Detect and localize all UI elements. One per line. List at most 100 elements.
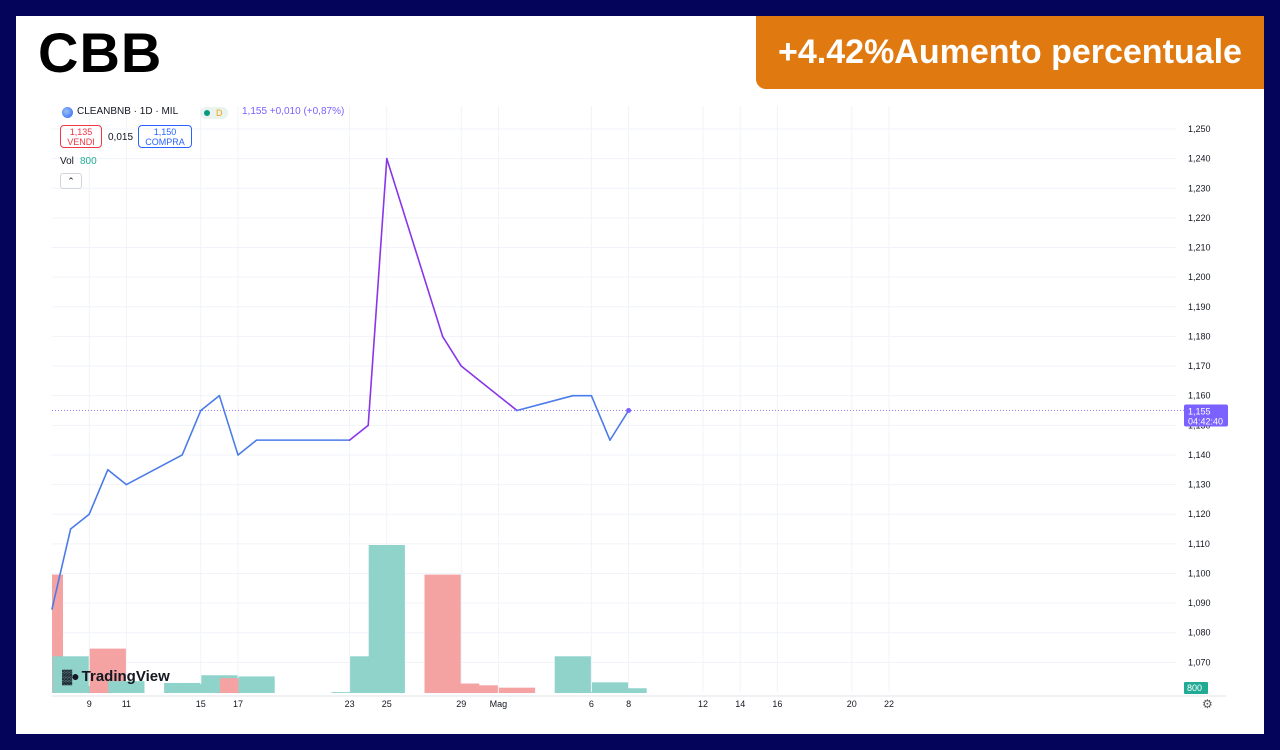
price-line-segment	[218, 394, 239, 456]
y-tick-label: 1,120	[1188, 509, 1211, 519]
price-line-segment	[609, 409, 630, 441]
y-tick-label: 1,090	[1188, 598, 1211, 608]
x-tick-label: 14	[735, 699, 745, 709]
delay-flag: D	[216, 108, 223, 118]
y-tick-label: 1,250	[1188, 124, 1211, 134]
y-tick-label: 1,230	[1188, 183, 1211, 193]
last-price-label: 1,155	[1188, 407, 1211, 417]
settings-gear-icon[interactable]: ⚙	[1202, 697, 1213, 711]
x-tick-label: 8	[626, 699, 631, 709]
market-status-pill[interactable]: D	[200, 107, 228, 119]
symbol-title[interactable]: CLEANBNB · 1D · MIL	[77, 106, 179, 117]
volume-bar	[498, 687, 536, 693]
volume-bar	[554, 656, 591, 693]
y-tick-label: 1,240	[1188, 154, 1211, 164]
volume-bar	[71, 685, 108, 693]
y-tick-label: 1,140	[1188, 450, 1211, 460]
percent-change-badge: +4.42%Aumento percentuale	[756, 16, 1264, 89]
sell-label: VENDI	[67, 137, 95, 147]
volume-bar	[443, 683, 480, 693]
x-tick-label: 16	[772, 699, 782, 709]
y-tick-label: 1,070	[1188, 657, 1211, 667]
tradingview-logo[interactable]: ▓● TradingView	[62, 668, 170, 685]
volume-bar	[610, 688, 647, 693]
x-tick-label: 22	[884, 699, 894, 709]
price-axis: 1,250 1,240 1,230 1,220 1,210 1,200 1,190 1,180…	[1188, 124, 1211, 667]
x-tick-label: 11	[122, 699, 131, 709]
price-line-segment	[200, 394, 221, 412]
price-line-segment	[590, 394, 611, 441]
price-line-segment	[478, 380, 518, 412]
collapse-legend-button[interactable]: ⌃	[60, 173, 82, 189]
price-change-info: 1,155 +0,010 (+0,87%)	[242, 106, 345, 117]
x-tick-label: 6	[589, 699, 594, 709]
buy-button[interactable]: 1,150 COMPRA	[138, 125, 192, 148]
volume-bar	[591, 682, 629, 693]
price-chart[interactable]: 1,250 1,240 1,230 1,220 1,210 1,200 1,190 1,180…	[16, 16, 1264, 734]
sell-price: 1,135	[69, 127, 93, 137]
volume-bar	[164, 682, 201, 693]
price-line-segment	[237, 439, 258, 456]
ticker-title: CBB	[38, 21, 163, 84]
price-line-segment	[181, 409, 202, 456]
y-tick-label: 1,190	[1188, 302, 1211, 312]
volume-bar	[331, 692, 368, 693]
x-tick-label: 20	[847, 699, 857, 709]
y-tick-label: 1,080	[1188, 628, 1211, 638]
x-tick-label: 23	[345, 699, 355, 709]
y-tick-label: 1,110	[1188, 539, 1210, 549]
price-line-segment	[107, 468, 128, 486]
volume-bars	[52, 545, 647, 693]
y-tick-label: 1,210	[1188, 243, 1211, 253]
price-line-segment	[460, 365, 481, 382]
volume-bar	[368, 545, 405, 693]
last-price-label-bg	[1184, 404, 1228, 427]
price-line-segment	[516, 394, 574, 412]
volume-bar	[182, 684, 219, 693]
volume-label-bg	[1184, 682, 1208, 694]
card: CBB +4.42%Aumento percentuale 1,250 1,240…	[16, 16, 1264, 734]
y-tick-label: 1,100	[1188, 568, 1211, 578]
volume-bar	[573, 692, 610, 693]
sell-button[interactable]: 1,135 VENDI	[60, 125, 102, 148]
volume-bar	[461, 685, 498, 693]
market-open-dot-icon	[204, 110, 210, 116]
time-axis: 9 11 15 17 23 25 29 Mag 6 8 12 14 16 20 22	[52, 695, 1226, 709]
y-tick-label: 1,200	[1188, 272, 1211, 282]
tradingview-wordmark: TradingView	[81, 668, 170, 685]
x-tick-label: 17	[233, 699, 243, 709]
price-line	[51, 157, 632, 610]
buy-label: COMPRA	[145, 137, 185, 147]
x-tick-label: 12	[698, 699, 708, 709]
price-line-segment	[367, 157, 388, 427]
y-tick-label: 1,220	[1188, 213, 1211, 223]
spread-value: 0,015	[108, 132, 134, 143]
x-tick-label: 25	[382, 699, 392, 709]
price-line-segment	[441, 335, 463, 367]
x-tick-label: 15	[196, 699, 206, 709]
tradingview-mark-icon: ▓●	[62, 668, 80, 684]
symbol-logo-icon	[62, 107, 73, 118]
x-tick-label: 9	[87, 699, 92, 709]
volume-legend-value: 800	[80, 156, 97, 167]
y-tick-label: 1,160	[1188, 391, 1211, 401]
volume-legend-label: Vol	[60, 156, 74, 167]
price-line-segment	[69, 513, 90, 530]
price-line-segment	[88, 468, 109, 516]
volume-bar	[424, 574, 461, 693]
countdown-label: 04:42:40	[1188, 417, 1223, 427]
volume-bar	[238, 676, 275, 693]
y-tick-label: 1,180	[1188, 331, 1211, 341]
buy-price: 1,150	[153, 127, 177, 137]
price-line-segment	[51, 528, 72, 610]
price-line-segment	[125, 454, 183, 486]
price-line-segment	[385, 157, 444, 338]
volume-bar	[52, 574, 63, 693]
chart-grid	[52, 106, 1176, 692]
x-tick-label: Mag	[490, 699, 508, 709]
y-tick-label: 1,170	[1188, 361, 1211, 371]
x-tick-label: 29	[456, 699, 466, 709]
volume-bar	[108, 681, 145, 693]
volume-axis-label: 800	[1187, 683, 1202, 693]
